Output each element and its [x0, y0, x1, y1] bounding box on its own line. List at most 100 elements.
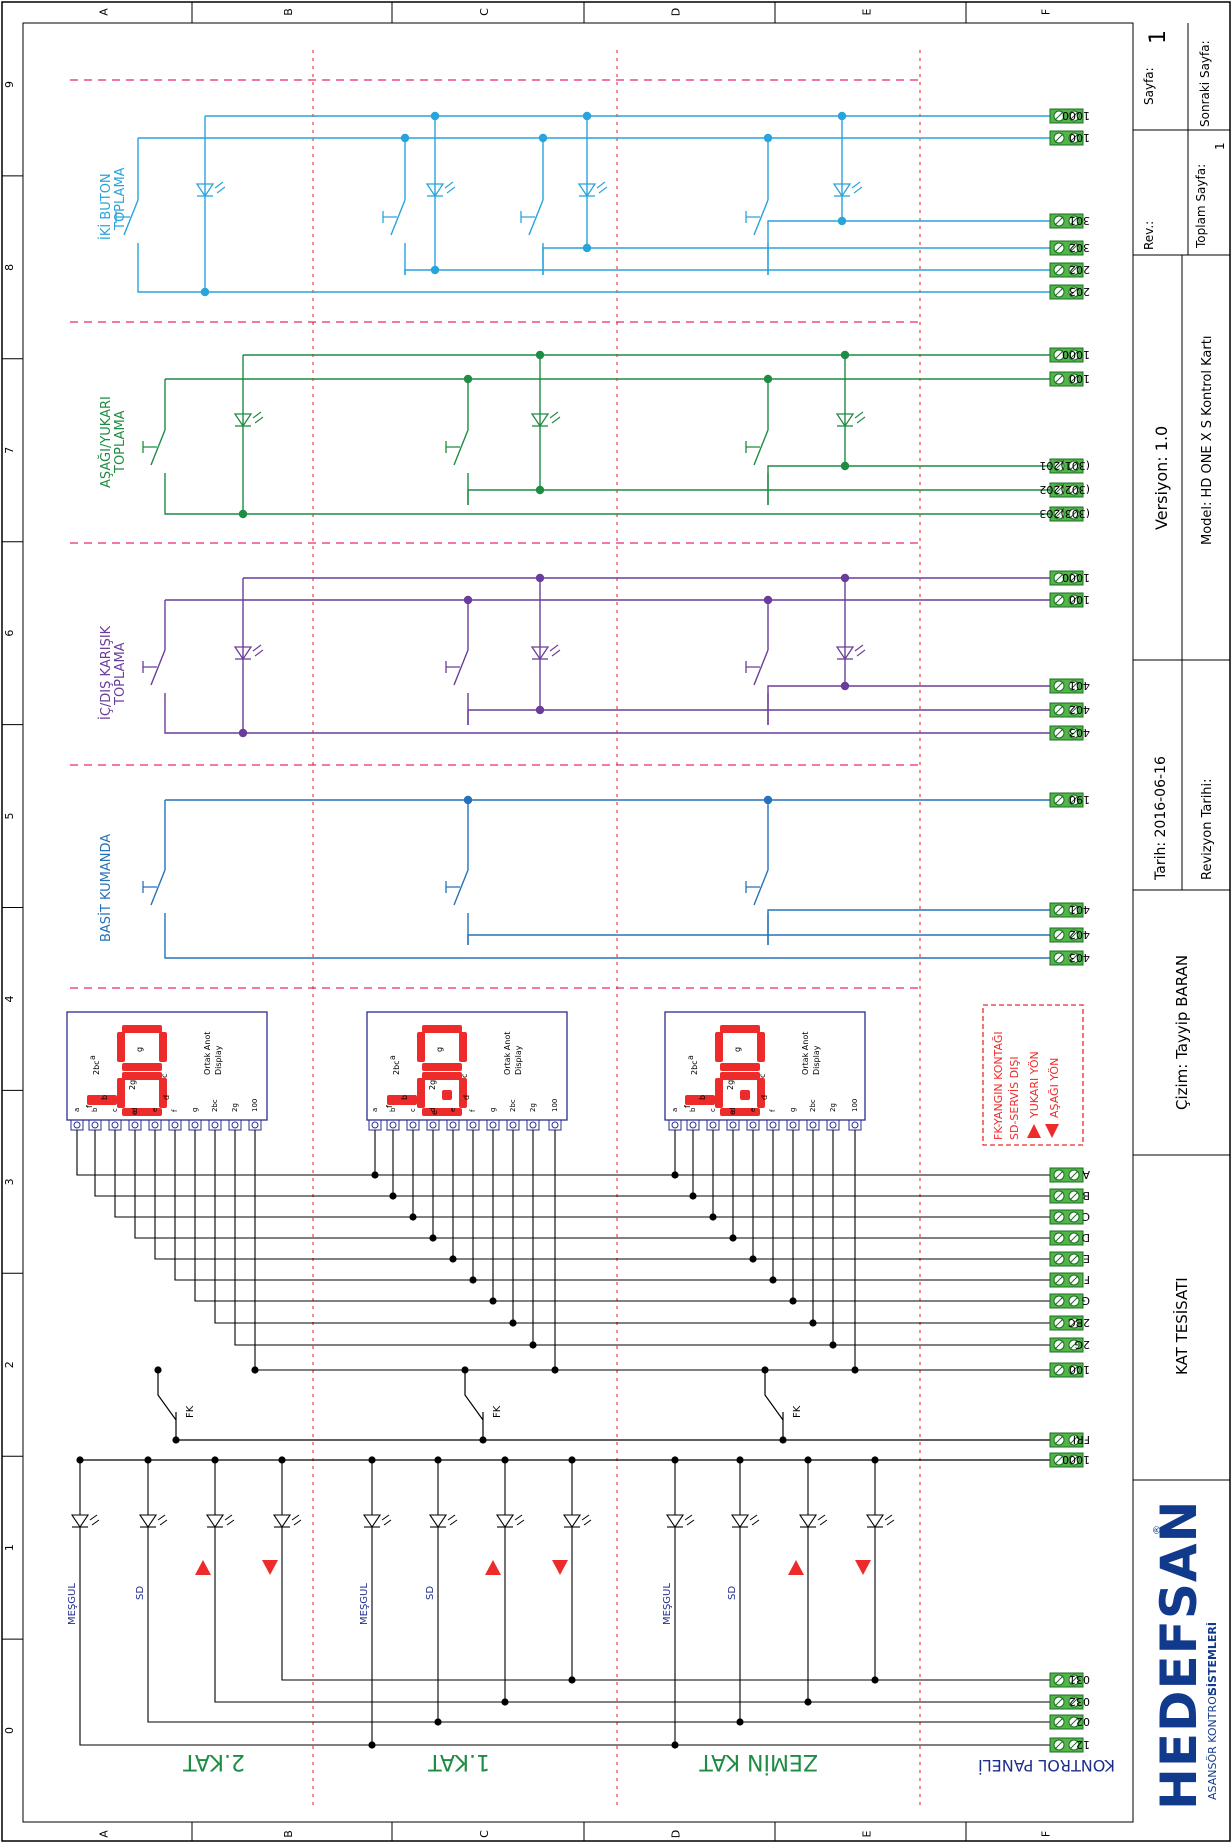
pushbutton-actuator — [745, 881, 760, 893]
terminal-bk-403: 403 — [1049, 950, 1090, 966]
terminal-slot — [1054, 287, 1064, 297]
pushbutton — [453, 615, 469, 725]
next-page-label: Sonraki Sayfa: — [1198, 40, 1212, 127]
terminal-label: 100 — [1069, 1363, 1090, 1376]
terminal-slot — [1069, 930, 1079, 940]
terminal-fri: FRI — [1049, 1432, 1090, 1448]
date-text: Tarih: 2016-06-16 — [1153, 756, 1169, 881]
floor-label-kontrol: KONTROL PANELİ — [978, 1756, 1115, 1775]
drawing-title: KAT TESİSATI — [1172, 1277, 1191, 1375]
led-icon — [233, 646, 253, 661]
pin-label: a — [671, 1108, 679, 1112]
terminal-slot — [1069, 705, 1079, 715]
terminal-slot — [1054, 243, 1064, 253]
terminal-slot — [1069, 905, 1079, 915]
junction-dot — [371, 1171, 379, 1179]
revision-date-label: Revizyon Tarihi: — [1200, 778, 1215, 880]
terminal-slot — [1054, 374, 1064, 384]
section-title-basit: BASİT KUMANDA — [98, 834, 114, 942]
led-rays — [157, 1514, 168, 1526]
pin-hole — [729, 1121, 737, 1129]
junction-dot — [76, 1456, 84, 1464]
pin-label: a — [73, 1108, 81, 1112]
terminal-bk-402: 402 — [1049, 927, 1090, 943]
terminal-slot — [1054, 1740, 1064, 1750]
pushbutton — [150, 615, 166, 725]
junction-dot — [501, 1456, 509, 1464]
junction-dot — [501, 1698, 509, 1706]
pin-label: d — [131, 1108, 139, 1112]
segment-letter: 2g — [428, 1080, 437, 1090]
led-icon — [665, 1514, 685, 1528]
logo-subtitle-b: SİSTEMLERİ — [1205, 1622, 1219, 1695]
display-wire — [812, 1130, 1050, 1324]
inner-border — [22, 22, 1134, 1823]
wire — [164, 725, 1050, 734]
segment-letter: f — [683, 1105, 692, 1108]
terminal-label: (303)203 — [1039, 507, 1090, 520]
pushbutton-actuator — [445, 441, 460, 453]
row-label: 8 — [3, 264, 16, 271]
led-icon — [70, 1514, 90, 1528]
pin-hole — [671, 1121, 679, 1129]
junction-dot — [789, 1297, 797, 1305]
junction-dot — [551, 1366, 559, 1374]
pin-label: c — [111, 1108, 119, 1112]
terminal-slot — [1069, 1275, 1079, 1285]
terminal-slot — [1054, 1455, 1064, 1465]
junction-dot — [278, 1456, 286, 1464]
junction-dot — [368, 1456, 376, 1464]
led-icon — [530, 413, 550, 428]
led-rays — [447, 1514, 458, 1526]
terminal-1000-bottom: 1000 — [1049, 1452, 1090, 1468]
wire — [467, 934, 1050, 945]
junction-dot — [449, 1255, 457, 1263]
segment-letter: d — [462, 1095, 471, 1100]
terminal-disp-D: D — [1049, 1230, 1090, 1246]
pushbutton — [150, 395, 166, 505]
col-label-top: B — [282, 8, 295, 16]
pushbutton — [753, 615, 769, 725]
led-rays — [252, 644, 264, 657]
terminal-label: 202 — [1069, 263, 1090, 276]
pushbutton — [453, 835, 469, 945]
pin-label: 2bc — [509, 1099, 517, 1112]
col-label-top: E — [861, 8, 874, 15]
segment-letter: b — [100, 1095, 109, 1100]
segment-letter: g — [135, 1047, 144, 1052]
pin-hole — [709, 1121, 717, 1129]
pushbutton — [150, 835, 166, 945]
pin-hole — [489, 1121, 497, 1129]
terminal-label: 100 — [1069, 372, 1090, 385]
terminal-label: D — [1082, 1231, 1090, 1244]
display-segment — [117, 1078, 125, 1108]
terminal-bk-190: 190 — [1049, 792, 1090, 808]
terminal-slot — [1054, 1212, 1064, 1222]
junction-dot — [389, 1192, 397, 1200]
terminal-slot — [1069, 1435, 1079, 1445]
terminal-ay-(301)201: (301)201 — [1039, 458, 1090, 474]
led-rays — [224, 1514, 235, 1526]
pin-label: f — [769, 1109, 777, 1112]
pin-label: 2g — [529, 1103, 537, 1112]
terminal-label: E — [1083, 1252, 1090, 1265]
led-label-mesgul: MEŞGUL — [359, 1583, 370, 1625]
legend-up-arrow-icon — [1027, 1124, 1041, 1138]
led-wire — [571, 1460, 1050, 1681]
pin-hole — [429, 1121, 437, 1129]
pushbutton-actuator — [142, 441, 157, 453]
display-wire — [392, 1130, 1050, 1197]
display-segment — [122, 1025, 162, 1033]
display-segment — [720, 1063, 760, 1071]
junction-dot — [211, 1456, 219, 1464]
section-title-iki-buton-2: TOPLAMA — [113, 167, 128, 231]
pin-hole — [851, 1121, 859, 1129]
section-title-ic-dis-2: TOPLAMA — [113, 642, 128, 706]
terminal-disp-100: 100 — [1049, 1362, 1090, 1378]
terminal-slot — [1069, 243, 1079, 253]
terminal-label: 1000 — [1062, 1453, 1090, 1466]
junction-dot — [840, 350, 850, 360]
terminal-id-403: 403 — [1049, 725, 1090, 741]
pushbutton — [123, 165, 139, 275]
